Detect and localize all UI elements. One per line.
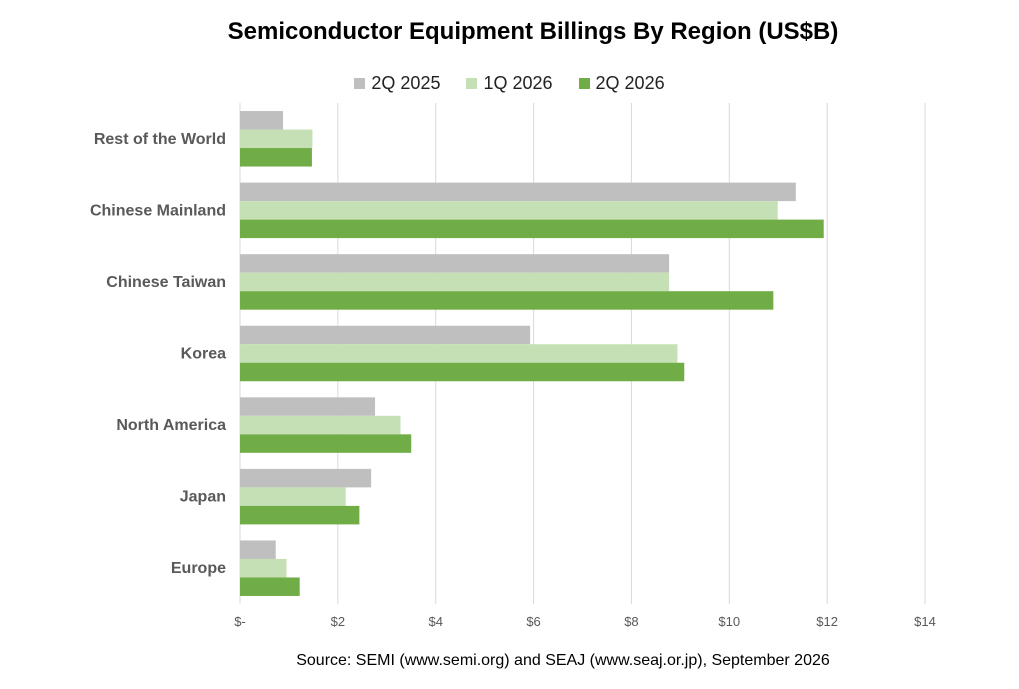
bar <box>240 468 372 488</box>
x-tick-label: $4 <box>428 614 442 629</box>
bar <box>240 254 670 273</box>
source-note: Source: SEMI (www.semi.org) and SEAJ (ww… <box>296 652 830 669</box>
bar <box>240 111 284 130</box>
category-label: Chinese Mainland <box>90 202 226 219</box>
legend-swatch <box>466 78 478 89</box>
legend-swatch <box>578 78 590 89</box>
bar <box>240 182 796 202</box>
category-label: Rest of the World <box>94 131 226 148</box>
bar <box>240 397 376 416</box>
chart-title: Semiconductor Equipment Billings By Regi… <box>227 18 839 45</box>
legend: 2Q 2025 1Q 2026 2Q 2026 <box>0 73 1019 94</box>
bar <box>240 344 678 363</box>
x-tick-label: $- <box>234 614 246 629</box>
bar <box>240 129 313 149</box>
bar <box>240 434 412 453</box>
category-label: Chinese Taiwan <box>106 274 226 291</box>
category-label: North America <box>116 417 226 434</box>
legend-item: 2Q 2026 <box>578 73 665 94</box>
bar <box>240 415 401 435</box>
legend-item: 2Q 2025 <box>354 73 440 94</box>
bar <box>240 325 531 345</box>
legend-label: 2Q 2025 <box>371 73 441 93</box>
category-label: Japan <box>180 489 226 506</box>
legend-label: 2Q 2026 <box>595 73 665 93</box>
bar <box>240 540 276 559</box>
x-tick-label: $14 <box>914 614 936 629</box>
x-tick-label: $6 <box>526 614 540 629</box>
bar <box>240 558 287 578</box>
bar <box>240 272 670 292</box>
legend-swatch <box>354 78 366 89</box>
x-tick-label: $2 <box>331 614 345 629</box>
bar <box>240 577 300 596</box>
legend-label: 1Q 2026 <box>483 73 553 93</box>
legend-item: 1Q 2026 <box>466 73 553 94</box>
category-label: Europe <box>171 560 226 577</box>
x-tick-label: $8 <box>624 614 638 629</box>
category-label: Korea <box>181 346 226 363</box>
bar <box>240 219 824 239</box>
bar <box>240 201 778 220</box>
bar <box>240 148 312 167</box>
bar <box>240 362 685 382</box>
bar <box>240 291 774 310</box>
x-tick-label: $10 <box>718 614 740 629</box>
bar <box>240 487 346 506</box>
bar <box>240 505 360 525</box>
x-tick-label: $12 <box>816 614 838 629</box>
